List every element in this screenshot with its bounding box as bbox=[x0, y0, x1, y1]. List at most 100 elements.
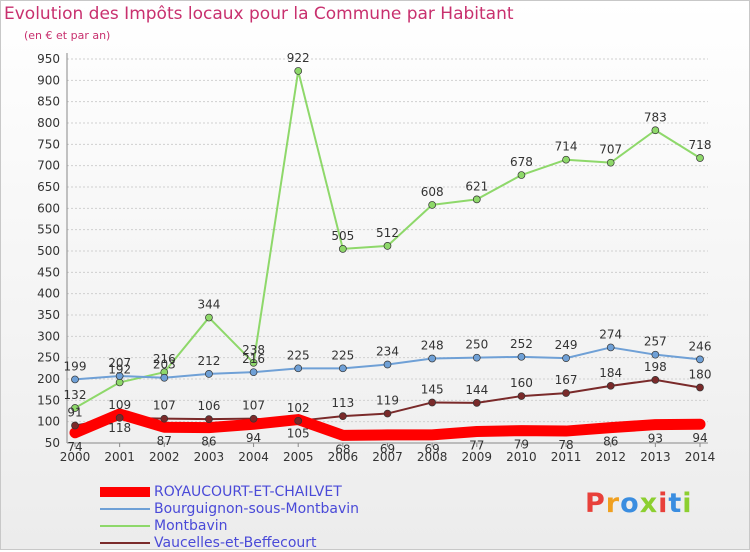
logo-letter: x bbox=[639, 488, 659, 519]
data-point bbox=[428, 398, 436, 407]
data-point bbox=[339, 412, 347, 420]
x-tick-label: 2002 bbox=[149, 450, 180, 464]
data-label: 246 bbox=[689, 339, 712, 353]
data-label: 216 bbox=[153, 352, 176, 366]
data-label: 107 bbox=[242, 399, 265, 413]
data-label: 94 bbox=[692, 431, 707, 445]
data-point bbox=[383, 409, 392, 418]
x-tick-label: 2005 bbox=[283, 450, 314, 464]
data-label: 180 bbox=[689, 368, 712, 382]
series-lines bbox=[69, 69, 706, 441]
axes: 50 100 150 200 250 300 350 400 450 500 550 600 650 70… bbox=[37, 52, 715, 464]
data-label: 69 bbox=[425, 442, 440, 456]
data-label: 93 bbox=[648, 432, 663, 446]
data-label: 274 bbox=[599, 327, 622, 341]
data-point bbox=[651, 350, 660, 359]
data-label: 119 bbox=[376, 394, 399, 408]
logo-letter: t bbox=[668, 488, 683, 519]
data-label: 922 bbox=[287, 51, 310, 65]
data-label: 107 bbox=[153, 399, 176, 413]
data-label: 144 bbox=[465, 383, 488, 397]
data-label: 198 bbox=[644, 360, 667, 374]
data-label: 118 bbox=[108, 421, 131, 435]
data-label: 238 bbox=[242, 343, 265, 357]
data-label: 106 bbox=[197, 399, 220, 413]
data-label: 167 bbox=[555, 373, 578, 387]
data-point bbox=[696, 154, 704, 162]
y-tick-label: 300 bbox=[37, 329, 60, 343]
y-tick-label: 500 bbox=[37, 244, 60, 258]
proxiti-logo: Proxiti bbox=[585, 488, 693, 519]
data-point bbox=[294, 364, 303, 373]
data-point bbox=[71, 375, 79, 384]
logo-letter: r bbox=[605, 488, 621, 519]
data-point bbox=[383, 242, 392, 250]
y-tick-label: 350 bbox=[37, 308, 60, 322]
data-label: 199 bbox=[64, 359, 87, 373]
y-tick-label: 650 bbox=[37, 180, 60, 194]
chart-subtitle: (en € et par an) bbox=[24, 29, 111, 42]
data-label: 69 bbox=[380, 442, 395, 456]
data-point bbox=[696, 383, 704, 392]
y-tick-label: 900 bbox=[37, 73, 60, 87]
data-point bbox=[205, 415, 213, 423]
y-tick-label: 400 bbox=[37, 287, 60, 301]
data-label: 212 bbox=[197, 354, 220, 368]
data-label: 718 bbox=[689, 138, 712, 152]
data-label: 250 bbox=[465, 338, 488, 352]
legend-swatch bbox=[100, 508, 150, 510]
data-point bbox=[249, 358, 258, 367]
data-point bbox=[205, 313, 213, 322]
legend-swatch bbox=[100, 525, 150, 527]
data-label: 678 bbox=[510, 155, 533, 169]
data-label: 132 bbox=[64, 388, 87, 402]
grid-lines bbox=[67, 58, 708, 444]
x-tick-label: 2010 bbox=[506, 450, 537, 464]
data-label: 344 bbox=[197, 298, 220, 312]
legend-label: Bourguignon-sous-Montbavin bbox=[154, 501, 360, 517]
data-label: 621 bbox=[465, 179, 488, 193]
y-tick-label: 150 bbox=[37, 393, 60, 407]
data-label: 105 bbox=[287, 427, 310, 441]
data-label: 192 bbox=[108, 362, 131, 376]
data-point bbox=[339, 364, 347, 373]
data-label: 783 bbox=[644, 110, 667, 124]
data-label: 184 bbox=[599, 366, 622, 380]
data-point bbox=[472, 399, 481, 407]
data-label: 203 bbox=[153, 358, 176, 372]
data-point bbox=[651, 376, 660, 384]
logo-letter: o bbox=[620, 488, 640, 519]
data-label: 109 bbox=[108, 398, 131, 412]
data-point bbox=[249, 414, 258, 423]
data-label: 512 bbox=[376, 226, 399, 240]
legend-label: Montbavin bbox=[154, 518, 228, 534]
data-point bbox=[472, 353, 481, 362]
x-tick-label: 2009 bbox=[462, 450, 493, 464]
y-tick-label: 450 bbox=[37, 265, 60, 279]
x-tick-label: 2013 bbox=[640, 450, 671, 464]
chart-title: Evolution des Impôts locaux pour la Comm… bbox=[4, 4, 514, 24]
data-label: 257 bbox=[644, 335, 667, 349]
data-label: 225 bbox=[331, 348, 354, 362]
data-point bbox=[606, 158, 615, 167]
x-tick-label: 2004 bbox=[238, 450, 269, 464]
series-line-0 bbox=[69, 408, 706, 441]
y-tick-label: 700 bbox=[37, 159, 60, 173]
x-tick-label: 2014 bbox=[685, 450, 716, 464]
data-label: 707 bbox=[599, 143, 622, 157]
y-tick-label: 950 bbox=[37, 52, 60, 66]
data-label: 216 bbox=[242, 352, 265, 366]
legend-swatch bbox=[100, 487, 150, 497]
x-tick-label: 2001 bbox=[104, 450, 135, 464]
data-point bbox=[472, 195, 481, 204]
data-label: 91 bbox=[67, 406, 82, 420]
data-label: 505 bbox=[331, 229, 354, 243]
data-label: 608 bbox=[421, 185, 444, 199]
data-point bbox=[651, 126, 660, 135]
data-label: 86 bbox=[603, 435, 618, 449]
y-tick-label: 800 bbox=[37, 116, 60, 130]
data-point bbox=[71, 404, 79, 412]
data-point bbox=[249, 368, 258, 377]
data-label: 94 bbox=[246, 431, 261, 445]
